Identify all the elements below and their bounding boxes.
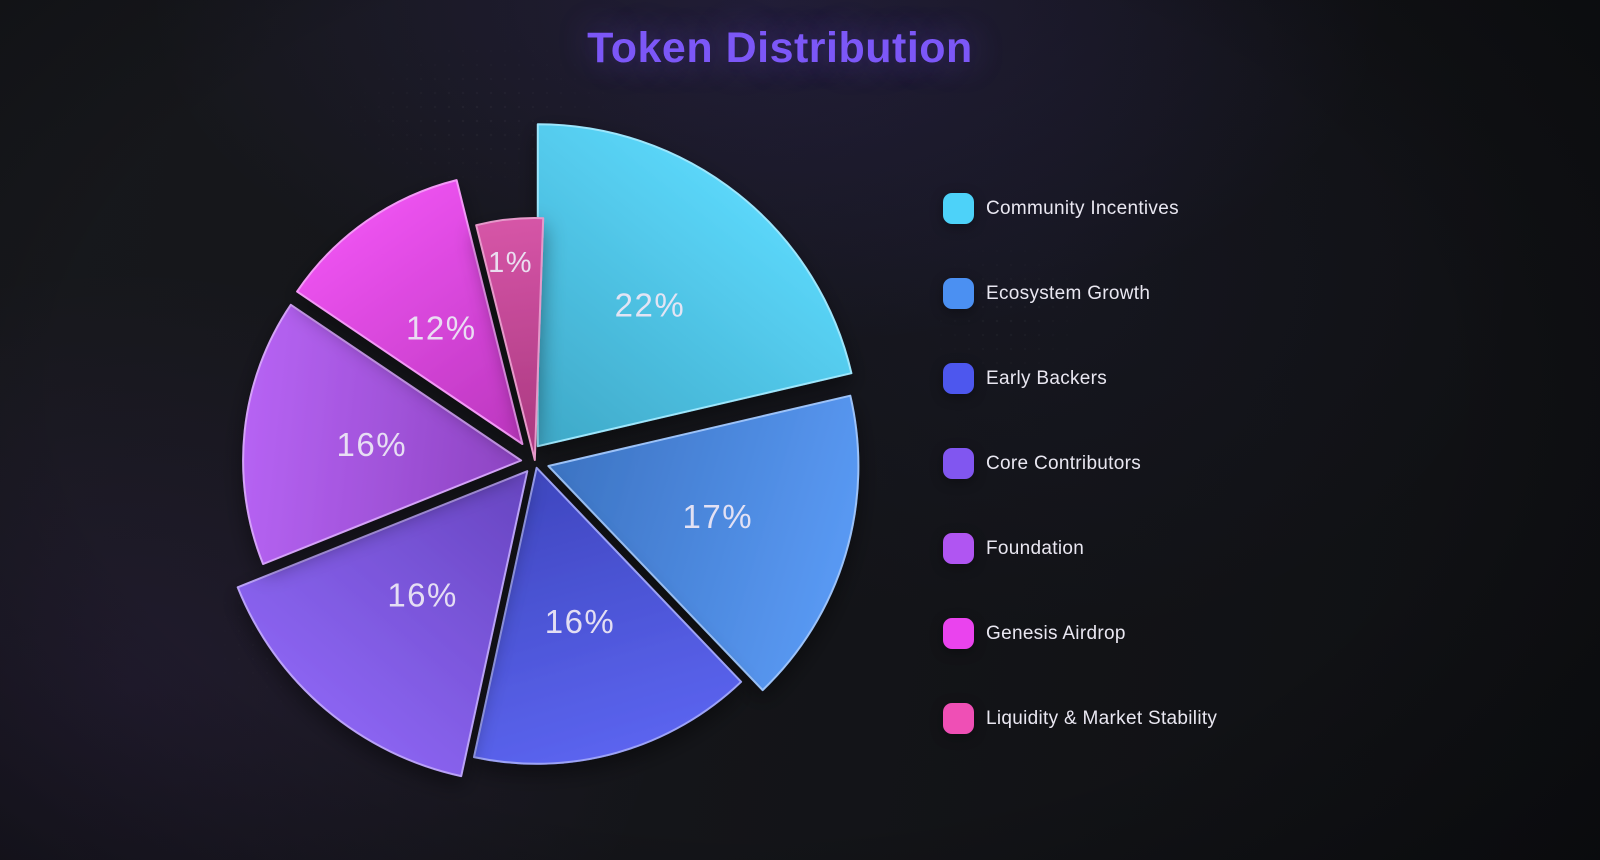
legend-item-genesis-airdrop: Genesis Airdrop	[943, 618, 1217, 649]
legend-swatch-foundation	[943, 533, 974, 564]
legend-label: Foundation	[986, 537, 1085, 559]
legend-swatch-early-backers	[943, 363, 974, 394]
legend-swatch-genesis-airdrop	[943, 618, 974, 649]
legend-label: Genesis Airdrop	[986, 622, 1126, 644]
slice-label-early-backers: 16%	[545, 603, 616, 640]
legend-label: Core Contributors	[986, 452, 1142, 474]
legend-item-early-backers: Early Backers	[943, 363, 1217, 394]
legend-label: Ecosystem Growth	[986, 282, 1151, 304]
legend-swatch-liquidity-market-stability	[943, 703, 974, 734]
legend-label: Community Incentives	[986, 197, 1179, 219]
legend-swatch-ecosystem-growth	[943, 278, 974, 309]
legend-swatch-core-contributors	[943, 448, 974, 479]
legend-item-foundation: Foundation	[943, 533, 1217, 564]
legend-item-core-contributors: Core Contributors	[943, 448, 1217, 479]
slice-label-genesis-airdrop: 12%	[406, 310, 477, 347]
slice-label-liquidity-market-stability: 1%	[488, 247, 533, 279]
pie-slice-community-incentives	[536, 123, 853, 448]
chart-legend: Community Incentives Ecosystem Growth Earl…	[943, 193, 1217, 734]
legend-swatch-community-incentives	[943, 193, 974, 224]
legend-item-liquidity-market-stability: Liquidity & Market Stability	[943, 703, 1217, 734]
legend-item-community-incentives: Community Incentives	[943, 193, 1217, 224]
slice-label-core-contributors: 16%	[387, 577, 458, 614]
slice-label-community-incentives: 22%	[615, 287, 686, 324]
legend-label: Early Backers	[986, 367, 1108, 389]
legend-item-ecosystem-growth: Ecosystem Growth	[943, 278, 1217, 309]
legend-label: Liquidity & Market Stability	[986, 707, 1218, 729]
slice-label-ecosystem-growth: 17%	[683, 498, 754, 535]
slice-label-foundation: 16%	[337, 426, 408, 463]
